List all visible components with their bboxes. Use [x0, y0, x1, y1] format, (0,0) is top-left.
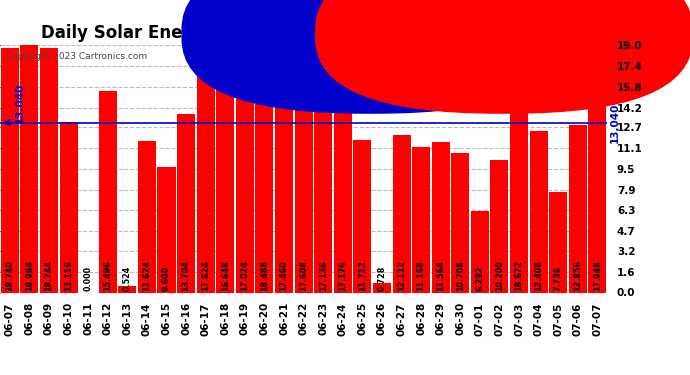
Bar	[1, 48, 19, 292]
Bar	[510, 49, 528, 292]
Bar	[334, 69, 352, 292]
Text: 11.564: 11.564	[436, 260, 445, 291]
Bar	[589, 59, 607, 292]
Text: 9.600: 9.600	[162, 266, 171, 291]
Text: 13.704: 13.704	[181, 260, 190, 291]
Bar	[177, 114, 195, 292]
Bar	[353, 140, 371, 292]
Bar	[21, 45, 39, 292]
Bar	[432, 142, 450, 292]
Text: 18.488: 18.488	[260, 260, 269, 291]
Text: 18.744: 18.744	[44, 260, 53, 291]
Text: 17.136: 17.136	[319, 260, 328, 291]
Bar	[451, 153, 469, 292]
Text: 11.168: 11.168	[417, 260, 426, 291]
Text: Average(kWh): Average(kWh)	[377, 27, 471, 40]
Bar	[255, 52, 273, 292]
Text: 12.856: 12.856	[573, 260, 582, 291]
Bar	[471, 210, 489, 292]
Text: 15.496: 15.496	[104, 260, 112, 291]
Text: 0.728: 0.728	[377, 266, 386, 291]
Bar	[236, 71, 254, 292]
Text: 10.200: 10.200	[495, 260, 504, 291]
Text: 17.460: 17.460	[279, 260, 288, 291]
Bar	[59, 122, 77, 292]
Text: 17.176: 17.176	[338, 260, 347, 291]
FancyBboxPatch shape	[182, 0, 559, 113]
Bar	[373, 283, 391, 292]
Text: 13.116: 13.116	[64, 260, 73, 291]
Text: 0.524: 0.524	[123, 266, 132, 291]
Text: 18.984: 18.984	[25, 260, 34, 291]
Bar	[99, 91, 117, 292]
Bar	[295, 63, 313, 292]
Text: Daily(kWh): Daily(kWh)	[510, 27, 583, 40]
Text: 16.648: 16.648	[221, 260, 230, 291]
Title: Daily Solar Energy & Average Production Sat Jul 8 20:27: Daily Solar Energy & Average Production …	[41, 24, 566, 42]
Text: 6.292: 6.292	[475, 266, 484, 291]
Text: 12.408: 12.408	[534, 260, 543, 291]
Text: 10.708: 10.708	[456, 260, 465, 291]
Bar	[530, 131, 548, 292]
Text: 7.736: 7.736	[554, 266, 563, 291]
Bar	[157, 168, 175, 292]
Text: 17.624: 17.624	[201, 260, 210, 291]
Text: Copyright 2023 Cartronics.com: Copyright 2023 Cartronics.com	[6, 53, 147, 62]
Text: 17.948: 17.948	[593, 260, 602, 291]
Text: 13.040: 13.040	[14, 82, 25, 123]
FancyBboxPatch shape	[316, 0, 690, 113]
Bar	[491, 160, 509, 292]
Text: 12.112: 12.112	[397, 260, 406, 291]
Text: 0.000: 0.000	[83, 266, 92, 291]
Text: 17.024: 17.024	[240, 260, 249, 291]
Text: 11.624: 11.624	[142, 260, 151, 291]
Bar	[314, 69, 332, 292]
Text: 18.672: 18.672	[515, 260, 524, 291]
Bar	[412, 147, 430, 292]
Bar	[275, 65, 293, 292]
Bar	[197, 63, 215, 292]
Bar	[216, 76, 235, 292]
Text: 11.712: 11.712	[358, 260, 367, 291]
Bar	[40, 48, 58, 292]
Bar	[549, 192, 567, 292]
Text: 18.740: 18.740	[6, 260, 14, 291]
Text: 17.608: 17.608	[299, 260, 308, 291]
Bar	[393, 135, 411, 292]
Bar	[138, 141, 156, 292]
Bar	[569, 125, 586, 292]
Text: 13.040: 13.040	[610, 102, 620, 143]
Bar	[118, 286, 137, 292]
